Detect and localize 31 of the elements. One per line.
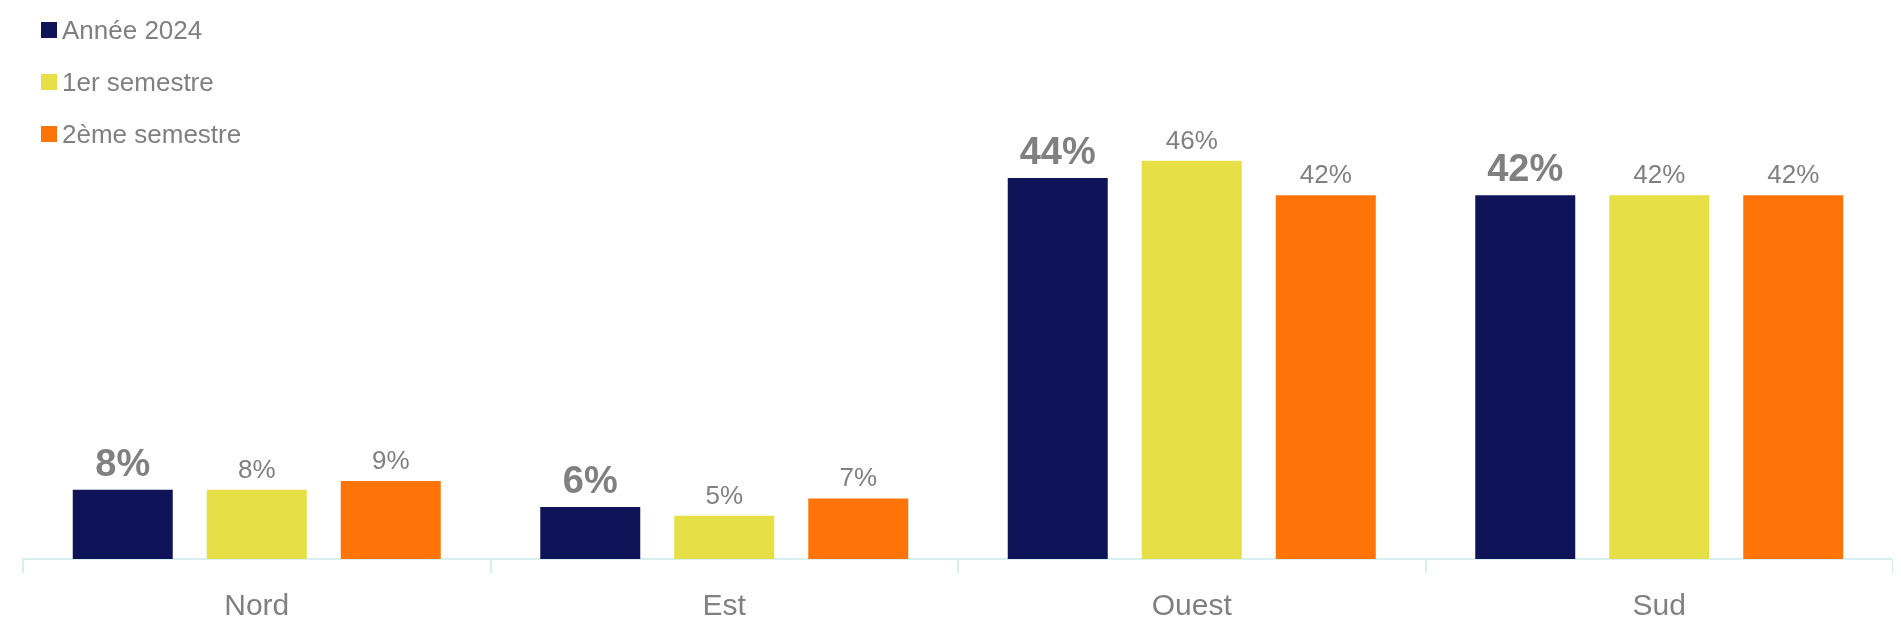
data-label: 8% [95,441,151,484]
bar [1007,177,1108,559]
data-label: 46% [1165,124,1218,155]
x-tick-label: Sud [1632,587,1686,621]
data-label: 44% [1019,129,1096,172]
data-label: 6% [562,459,618,502]
data-label: 42% [1299,159,1352,190]
bar [206,489,307,559]
bar [340,481,441,559]
bar [540,507,641,559]
bar [1141,160,1242,559]
data-label: 5% [705,479,744,510]
data-label: 8% [237,453,276,484]
x-tick-label: Ouest [1151,587,1233,621]
bar [72,489,173,559]
x-tick-label: Nord [224,587,290,621]
data-label: 42% [1633,159,1686,190]
bar [1275,195,1376,559]
bar [1743,195,1844,559]
bar [674,515,775,559]
bar [1475,195,1576,559]
legend-label: Année 2024 [62,15,203,45]
legend-label: 2ème semestre [62,119,242,149]
data-label: 9% [371,445,410,476]
x-tick-label: Est [702,587,747,621]
data-label: 42% [1487,147,1564,190]
data-label: 42% [1767,159,1820,190]
bar [808,498,909,559]
bar [1609,195,1710,559]
legend-label: 1er semestre [62,67,214,97]
data-label: 7% [839,462,878,493]
